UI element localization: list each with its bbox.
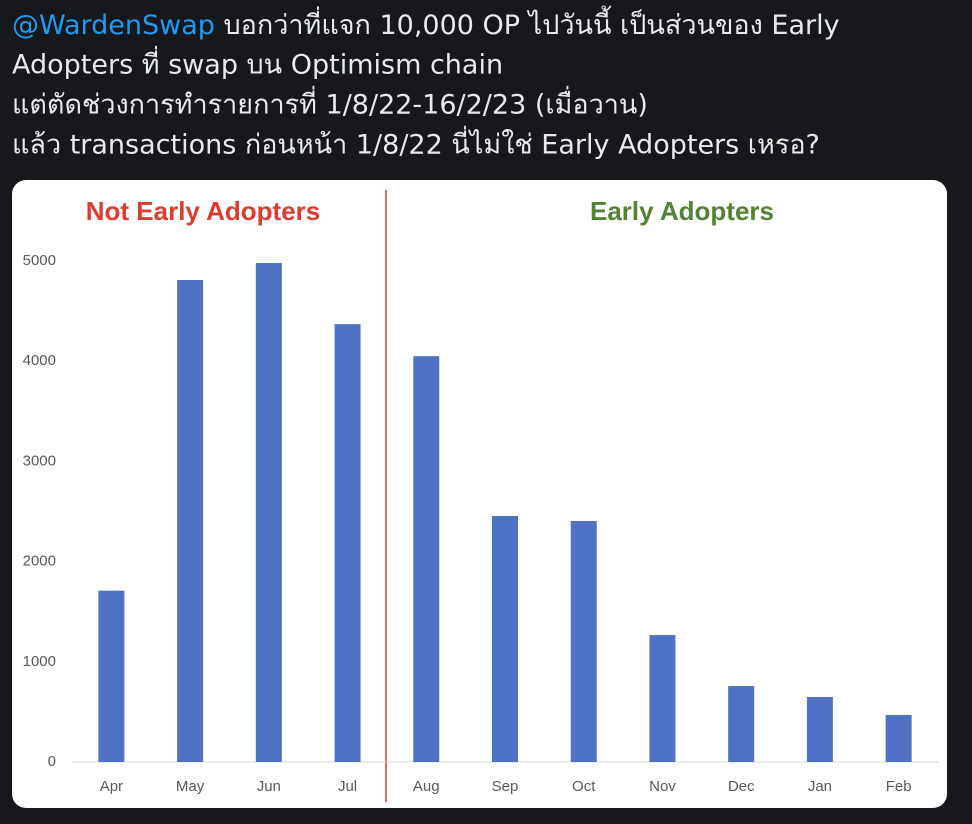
x-tick-label: Apr [100,778,123,795]
bar [255,263,282,762]
x-tick-label: Sep [492,778,519,795]
tweet-text: บอกว่าที่แจก 10,000 OP ไปวันนี้ เป็นส่วน… [224,5,840,41]
bar [177,280,204,762]
bar [492,516,518,762]
y-tick-label: 1000 [23,653,56,670]
y-tick-label: 3000 [23,452,56,469]
bar [334,324,361,762]
tweet-line: แล้ว transactions ก่อนหน้า 1/8/22 นี่ไม่… [12,126,820,161]
x-tick-label: Feb [886,778,912,795]
y-tick-label: 0 [48,753,56,770]
bar [728,686,755,762]
x-tick-label: Jan [808,778,832,795]
y-tick-label: 5000 [23,252,56,269]
tweet-line: Adopters ที่ swap บน Optimism chain [12,46,503,81]
x-tick-label: Nov [649,778,676,795]
x-tick-label: Jun [257,778,281,795]
bar [806,696,833,762]
annotation: Early Adopters [590,196,774,226]
x-tick-label: May [176,778,205,795]
tweet-line: แต่ตัดช่วงการทำรายการที่ 1/8/22-16/2/23 … [12,86,648,121]
bar [413,356,440,762]
bar [98,590,125,762]
x-tick-label: Jul [338,778,357,795]
x-tick-label: Aug [413,778,440,795]
x-tick-label: Dec [728,778,755,795]
y-tick-label: 2000 [23,553,56,570]
tweet-line: @WardenSwap บอกว่าที่แจก 10,000 OP ไปวัน… [12,5,840,41]
annotation: Not Early Adopters [86,196,321,226]
y-tick-label: 4000 [23,352,56,369]
bar [649,635,676,762]
mention[interactable]: @WardenSwap [12,10,215,41]
x-tick-label: Oct [572,778,596,795]
bar [570,521,597,762]
chart-card[interactable] [12,180,947,808]
bar [885,715,912,762]
